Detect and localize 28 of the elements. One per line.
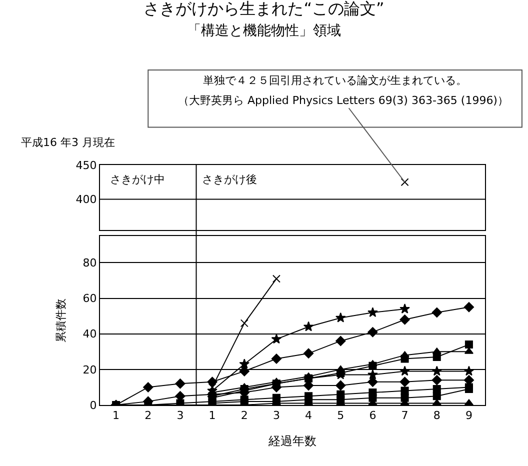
x-tick-label: 3 bbox=[176, 409, 184, 422]
annotation: さきがけ後 bbox=[202, 173, 257, 186]
x-tick-label: 3 bbox=[272, 409, 280, 422]
y-tick-label: 400 bbox=[76, 193, 97, 206]
y-tick-label: 20 bbox=[82, 363, 97, 376]
chart-subtitle: 「構造と機能物性」領域 bbox=[187, 22, 341, 39]
x-tick-label: 7 bbox=[401, 409, 408, 422]
x-tick-label: 8 bbox=[433, 409, 440, 422]
y-tick-label: 80 bbox=[82, 256, 97, 270]
y-tick-label: 60 bbox=[82, 292, 97, 306]
y-tick-label: 0 bbox=[90, 398, 97, 412]
x-axis-title: 経過年数 bbox=[268, 434, 316, 448]
x-tick-label: 1 bbox=[112, 409, 120, 422]
chart-title: さきがけから生まれた“この論文” bbox=[144, 0, 384, 18]
text: 平成16 年3 月現在 bbox=[21, 136, 115, 149]
x-tick-label: 2 bbox=[144, 409, 152, 422]
y-tick-label: 450 bbox=[76, 158, 97, 172]
y-axis-title: 累積件数 bbox=[54, 298, 68, 343]
x-tick-label: 9 bbox=[465, 409, 472, 422]
x-tick-label: 4 bbox=[305, 409, 312, 422]
text: 単独で４２５回引用されている論文が生まれている。 bbox=[203, 74, 467, 87]
annotation: さきがけ中 bbox=[110, 173, 165, 186]
y-tick-label: 40 bbox=[82, 328, 97, 341]
x-tick-label: 6 bbox=[369, 409, 376, 422]
x-tick-label: 2 bbox=[240, 409, 248, 422]
x-tick-label: 1 bbox=[208, 409, 216, 422]
x-tick-label: 5 bbox=[337, 409, 344, 422]
annotation: （大野英男ら Applied Physics Letters 69(3) 363-365 (1996)） bbox=[178, 94, 508, 107]
